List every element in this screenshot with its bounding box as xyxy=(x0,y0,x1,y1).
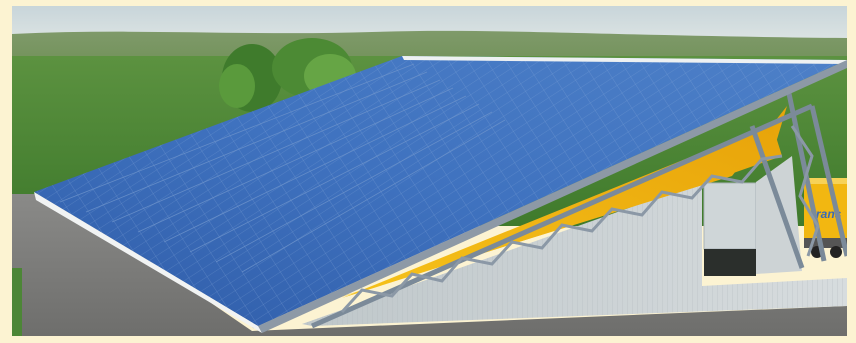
end-wall xyxy=(756,156,802,274)
roof-top-edge xyxy=(402,56,847,64)
truss-diagonals xyxy=(340,125,820,314)
solar-hall-scene: trans xyxy=(12,6,847,336)
hall-door xyxy=(703,182,757,276)
roof-side-edge xyxy=(258,60,847,333)
asphalt-ground xyxy=(12,194,847,336)
roof-front-edge xyxy=(34,192,262,333)
scene-svg: trans xyxy=(12,6,847,336)
panel-row-lines xyxy=(59,63,506,273)
